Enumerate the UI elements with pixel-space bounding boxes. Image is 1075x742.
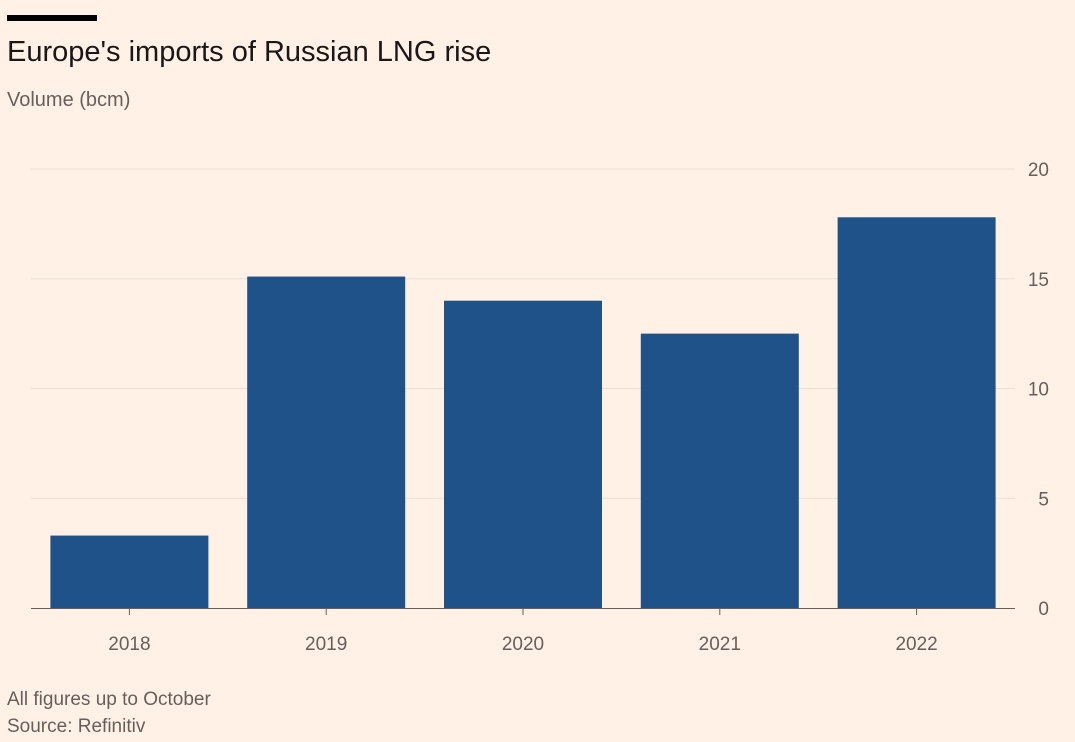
top-rule xyxy=(7,15,97,21)
x-tick-label: 2022 xyxy=(895,634,937,655)
chart-title: Europe's imports of Russian LNG rise xyxy=(7,36,492,68)
bar-2019 xyxy=(247,276,406,608)
footnote: All figures up to October xyxy=(7,689,211,710)
x-tick-label: 2019 xyxy=(305,634,347,655)
bar-2022 xyxy=(837,217,996,609)
y-tick-label: 0 xyxy=(1038,599,1049,620)
bars xyxy=(50,217,996,609)
y-axis: 0 5 10 15 20 xyxy=(1028,160,1049,620)
x-tick-label: 2020 xyxy=(502,634,544,655)
y-tick-label: 10 xyxy=(1028,380,1049,401)
x-tick-label: 2018 xyxy=(108,634,150,655)
chart-subtitle: Volume (bcm) xyxy=(7,89,131,111)
y-tick-label: 15 xyxy=(1028,270,1049,291)
y-tick-label: 20 xyxy=(1028,160,1049,181)
y-tick-label: 5 xyxy=(1038,489,1049,510)
bar-2020 xyxy=(444,300,602,608)
bar-2018 xyxy=(50,535,209,608)
source-note: Source: Refinitiv xyxy=(7,716,146,737)
x-tick-label: 2021 xyxy=(699,634,741,655)
x-axis: 2018 2019 2020 2021 2022 xyxy=(31,608,1015,655)
bar-2021 xyxy=(640,333,799,608)
